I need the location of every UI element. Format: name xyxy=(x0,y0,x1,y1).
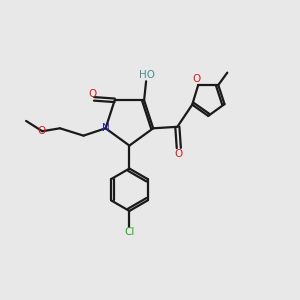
Text: O: O xyxy=(193,74,201,84)
Text: O: O xyxy=(175,149,183,159)
Text: Cl: Cl xyxy=(124,227,135,237)
Text: O: O xyxy=(88,88,97,99)
Text: O: O xyxy=(38,126,46,136)
Text: N: N xyxy=(102,123,110,133)
Text: HO: HO xyxy=(139,70,155,80)
